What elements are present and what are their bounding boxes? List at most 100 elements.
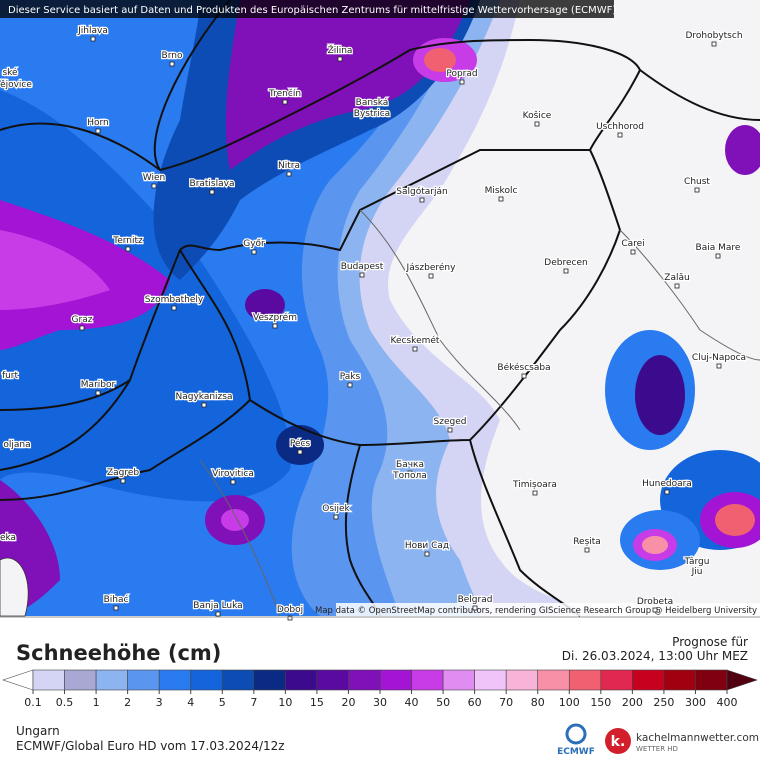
city-dot [151,183,157,189]
ecmwf-logo: ECMWF [557,747,595,757]
legend-tick-label: 50 [436,696,450,709]
legend-tick-label: 70 [499,696,513,709]
attribution: Map data © OpenStreetMap contributors, r… [315,606,757,616]
city-label: Horn [87,118,109,128]
forecast-label: Prognose für [672,635,748,649]
city-dot [447,427,453,433]
legend-tick-label: 150 [590,696,611,709]
legend-swatch [221,669,255,691]
city-label: Reșita [573,537,601,547]
city-label: Virovitica [212,469,254,479]
legend-tick-label: 3 [156,696,163,709]
city-dot [113,605,119,611]
city-dot [459,79,465,85]
city-label: Nagykanizsa [176,392,233,402]
city-label: Zalău [664,273,689,283]
city-dot [412,346,418,352]
legend-tick-label: 300 [685,696,706,709]
legend-swatch [695,669,728,691]
city-label: Doboj [277,605,303,615]
city-dot [201,402,207,408]
city-label: Bystrica [354,109,390,119]
legend-swatch [95,669,128,691]
city-label: Miskolc [485,186,518,196]
city-label: Drobeta [637,597,673,607]
city-dot [532,490,538,496]
city-label: Бачка [396,460,424,470]
city-dot [563,268,569,274]
city-label: Jihlava [77,26,108,36]
city-dot [407,470,413,476]
legend-swatch [379,669,412,691]
city-label: Szombathely [145,295,204,305]
legend-swatch [600,669,633,691]
legend-swatch [632,669,665,691]
city-label: Graz [72,315,93,325]
city-label: Топола [392,471,427,481]
legend-tick-label: 100 [559,696,580,709]
legend-tick-label: 250 [653,696,674,709]
legend-swatch [663,669,696,691]
legend-title: Schneehöhe (cm) [16,641,221,665]
legend-swatch [127,669,160,691]
city-label: Bratislava [190,179,235,189]
city-label: Maribor [81,380,116,390]
city-dot [90,36,96,42]
legend-swatch [253,669,286,691]
city-label: Zagreb [107,468,139,478]
city-label: Uschhorod [596,122,644,132]
notice: Dieser Service basiert auf Daten und Pro… [8,5,616,16]
city-dot [95,128,101,134]
city-label: Poprad [446,69,477,79]
city-label: furt [2,371,19,381]
legend-tick-label: 80 [531,696,545,709]
city-dot [169,61,175,67]
city-label: Salgótarján [396,186,447,197]
city-dot [282,99,288,105]
svg-text:k.: k. [611,734,626,750]
city-label: Нови Сад [405,541,449,551]
legend-tick-label: 60 [468,696,482,709]
legend-arrow-low [2,669,34,691]
city-dot [472,605,478,611]
city-label: Drohobytsch [685,31,742,41]
city-label: Debrecen [544,258,587,268]
city-label: Banská [356,98,389,108]
legend-tick-label: 7 [250,696,257,709]
city-label: Békéscsaba [497,362,550,373]
legend-tick-label: 20 [341,696,355,709]
city-label: Veszprém [253,312,297,323]
legend-swatch [505,669,539,691]
city-dot [521,373,527,379]
city-label: Brno [162,51,183,61]
legend-tick-label: 4 [187,696,194,709]
city-dot [272,323,278,329]
legend-swatch [190,669,223,691]
city-label: Cluj-Napoca [692,353,746,363]
city-dot [215,611,221,617]
legend-swatch [411,669,444,691]
legend-tick-label: 0.1 [24,696,42,709]
city-label: Belgrad [458,595,493,605]
city-dot [534,121,540,127]
city-dot [286,171,292,177]
city-dot [120,478,126,484]
city-dot [95,390,101,396]
city-dot [297,449,303,455]
city-label: Timișoara [512,480,557,490]
city-dot [333,514,339,520]
city-dot [664,489,670,495]
city-dot [711,41,717,47]
city-label: Hunedoara [642,479,692,489]
legend-tick-label: 40 [405,696,419,709]
city-label: ějovice [0,80,32,90]
city-dot [359,272,365,278]
legend-swatch [568,669,602,691]
map: Dieser Service basiert auf Daten und Pro… [0,0,760,621]
model-run: ECMWF/Global Euro HD vom 17.03.2024/12z [16,739,285,753]
legend-swatch [64,669,97,691]
city-label: Wien [143,173,165,183]
city-label: Pécs [290,438,311,449]
city-dot [125,246,131,252]
